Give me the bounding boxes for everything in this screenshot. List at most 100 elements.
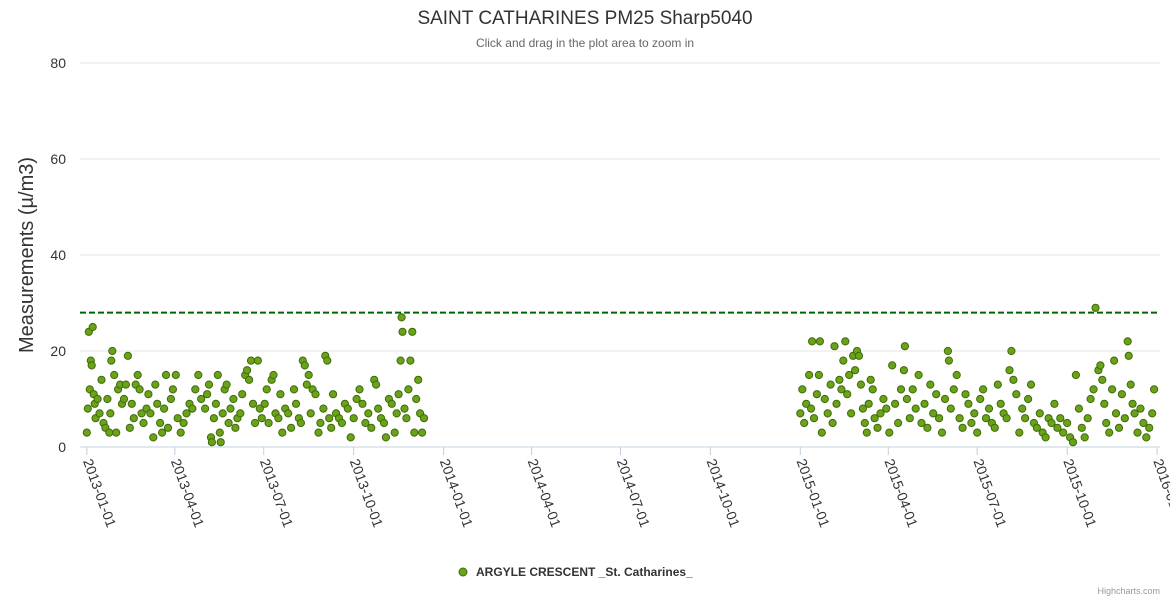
data-point[interactable]: [1120, 414, 1129, 423]
data-point[interactable]: [264, 418, 273, 428]
data-point[interactable]: [133, 370, 142, 380]
data-point[interactable]: [402, 414, 411, 423]
data-point[interactable]: [352, 394, 361, 404]
data-point[interactable]: [920, 399, 929, 408]
data-point[interactable]: [900, 342, 910, 351]
credits-link[interactable]: Highcharts.com: [1097, 586, 1160, 596]
data-point[interactable]: [949, 385, 958, 394]
data-point[interactable]: [891, 399, 900, 408]
data-point[interactable]: [817, 428, 826, 437]
data-point[interactable]: [201, 404, 210, 413]
data-point[interactable]: [387, 399, 396, 408]
data-point[interactable]: [224, 418, 233, 428]
data-point[interactable]: [1002, 414, 1011, 423]
data-point[interactable]: [306, 409, 315, 418]
data-point[interactable]: [245, 375, 254, 384]
data-point[interactable]: [343, 404, 352, 413]
data-point[interactable]: [976, 394, 985, 404]
data-point[interactable]: [255, 404, 264, 413]
data-point[interactable]: [400, 404, 409, 413]
data-point[interactable]: [119, 394, 129, 404]
data-point[interactable]: [926, 380, 935, 389]
data-point[interactable]: [1136, 404, 1145, 413]
data-point[interactable]: [981, 414, 991, 423]
data-point[interactable]: [103, 394, 112, 404]
data-point[interactable]: [1145, 423, 1154, 432]
data-point[interactable]: [1100, 399, 1109, 408]
data-point[interactable]: [203, 390, 212, 399]
data-point[interactable]: [1021, 414, 1030, 423]
data-point[interactable]: [1015, 428, 1024, 437]
data-point[interactable]: [215, 428, 224, 437]
data-point[interactable]: [329, 390, 338, 399]
data-point[interactable]: [839, 356, 848, 365]
data-point[interactable]: [952, 370, 961, 380]
data-point[interactable]: [337, 418, 346, 428]
data-point[interactable]: [226, 404, 235, 413]
data-point[interactable]: [1102, 418, 1111, 428]
data-point[interactable]: [830, 342, 839, 351]
data-point[interactable]: [105, 428, 114, 437]
data-point[interactable]: [1139, 418, 1148, 428]
data-point[interactable]: [146, 409, 155, 418]
data-point[interactable]: [851, 366, 860, 375]
data-point[interactable]: [1126, 380, 1135, 389]
data-point[interactable]: [1074, 404, 1084, 413]
data-point[interactable]: [156, 418, 165, 428]
data-point[interactable]: [125, 423, 134, 432]
data-point[interactable]: [108, 346, 117, 356]
data-point[interactable]: [276, 390, 285, 399]
data-point[interactable]: [311, 390, 320, 399]
data-point[interactable]: [1086, 394, 1095, 404]
data-point[interactable]: [262, 385, 271, 394]
data-point[interactable]: [1035, 409, 1044, 418]
data-point[interactable]: [392, 409, 401, 418]
data-point[interactable]: [349, 414, 358, 423]
data-point[interactable]: [355, 385, 364, 394]
data-point[interactable]: [1009, 375, 1018, 384]
data-point[interactable]: [864, 399, 873, 408]
data-point[interactable]: [93, 394, 102, 404]
data-point[interactable]: [87, 361, 96, 370]
data-point[interactable]: [314, 428, 323, 437]
data-point[interactable]: [1091, 303, 1100, 312]
data-point[interactable]: [1128, 399, 1137, 408]
data-point[interactable]: [979, 385, 988, 394]
data-point[interactable]: [107, 356, 116, 365]
data-point[interactable]: [1105, 428, 1114, 437]
data-point[interactable]: [873, 423, 882, 432]
data-point[interactable]: [805, 370, 814, 380]
data-point[interactable]: [231, 423, 240, 432]
data-point[interactable]: [1089, 385, 1098, 394]
data-point[interactable]: [163, 423, 173, 432]
data-point[interactable]: [1063, 418, 1072, 428]
data-point[interactable]: [937, 428, 947, 437]
data-point[interactable]: [854, 351, 864, 360]
data-point[interactable]: [379, 418, 389, 428]
data-point[interactable]: [860, 418, 869, 428]
data-point[interactable]: [238, 390, 247, 399]
data-point[interactable]: [902, 394, 912, 404]
data-point[interactable]: [1056, 414, 1065, 423]
data-point[interactable]: [153, 399, 162, 408]
data-point[interactable]: [815, 337, 825, 346]
data-point[interactable]: [243, 366, 252, 375]
data-point[interactable]: [1108, 385, 1117, 394]
data-point[interactable]: [106, 409, 115, 418]
data-point[interactable]: [796, 409, 805, 418]
data-point[interactable]: [905, 414, 914, 423]
data-point[interactable]: [160, 404, 169, 413]
data-point[interactable]: [253, 356, 262, 365]
data-point[interactable]: [191, 385, 200, 394]
data-point[interactable]: [1150, 385, 1159, 394]
data-point[interactable]: [381, 433, 390, 442]
data-point[interactable]: [166, 394, 175, 404]
data-point[interactable]: [327, 423, 336, 432]
data-point[interactable]: [914, 370, 923, 380]
data-point[interactable]: [800, 418, 809, 428]
data-point[interactable]: [144, 390, 153, 399]
data-point[interactable]: [257, 414, 266, 423]
data-point[interactable]: [173, 414, 182, 423]
data-point[interactable]: [1111, 409, 1121, 418]
data-point[interactable]: [151, 380, 160, 389]
